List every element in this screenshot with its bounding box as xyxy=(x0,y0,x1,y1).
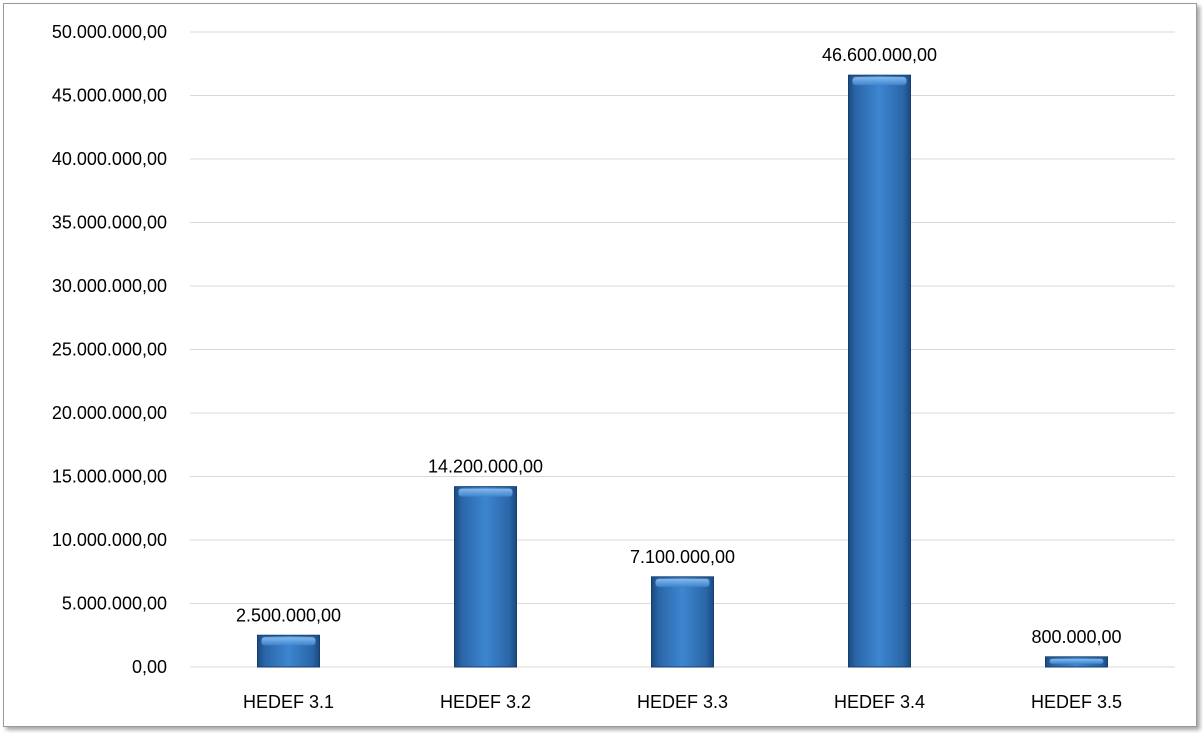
gridlines xyxy=(190,31,1175,668)
x-axis: HEDEF 3.1 HEDEF 3.2 HEDEF 3.3 HEDEF 3.4 HEDE… xyxy=(243,692,1122,712)
data-label: 2.500.000,00 xyxy=(236,605,341,625)
bar-highlight xyxy=(261,637,316,646)
bar xyxy=(454,486,517,668)
x-tick-label: HEDEF 3.3 xyxy=(637,692,728,712)
bar-4 xyxy=(848,74,911,668)
data-label: 7.100.000,00 xyxy=(630,547,735,567)
bar-5 xyxy=(1045,656,1108,668)
bars: 2.500.000,00 14.200.000,00 7.100.000,00 46.… xyxy=(236,45,1122,668)
bar-3 xyxy=(651,576,714,668)
y-tick-label: 25.000.000,00 xyxy=(52,340,167,360)
x-tick-label: HEDEF 3.1 xyxy=(243,692,334,712)
y-tick-label: 45.000.000,00 xyxy=(52,86,167,106)
y-tick-label: 40.000.000,00 xyxy=(52,149,167,169)
bar-highlight xyxy=(655,578,710,587)
y-tick-label: 30.000.000,00 xyxy=(52,276,167,296)
y-tick-label: 35.000.000,00 xyxy=(52,213,167,233)
y-tick-label: 15.000.000,00 xyxy=(52,467,167,487)
data-label: 46.600.000,00 xyxy=(822,45,937,65)
bar xyxy=(848,74,911,668)
chart-frame xyxy=(3,3,1197,727)
x-tick-label: HEDEF 3.2 xyxy=(440,692,531,712)
x-tick-label: HEDEF 3.5 xyxy=(1031,692,1122,712)
data-label: 800.000,00 xyxy=(1031,627,1121,647)
y-tick-label: 20.000.000,00 xyxy=(52,403,167,423)
bar-2 xyxy=(454,486,517,668)
y-axis: 0,00 5.000.000,00 10.000.000,00 15.000.000,… xyxy=(52,22,167,677)
bar-highlight xyxy=(1049,658,1104,664)
bar-1 xyxy=(257,634,320,668)
y-tick-label: 0,00 xyxy=(132,657,167,677)
y-tick-label: 10.000.000,00 xyxy=(52,530,167,550)
bar-highlight xyxy=(458,488,513,497)
bar xyxy=(651,576,714,668)
y-tick-label: 5.000.000,00 xyxy=(62,594,167,614)
bar-highlight xyxy=(852,77,907,86)
y-tick-label: 50.000.000,00 xyxy=(52,22,167,42)
data-label: 14.200.000,00 xyxy=(428,457,543,477)
x-tick-label: HEDEF 3.4 xyxy=(834,692,925,712)
